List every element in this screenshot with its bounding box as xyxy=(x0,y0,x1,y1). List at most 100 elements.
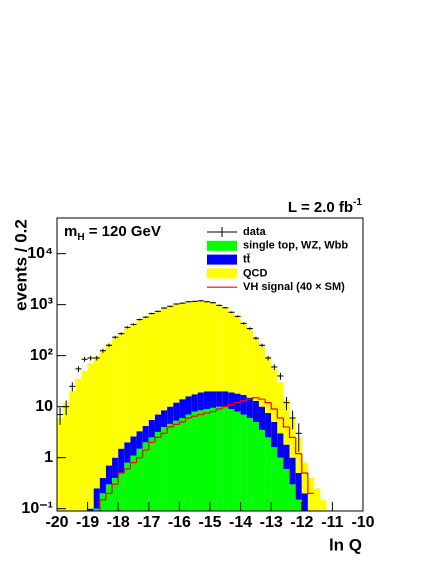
stack-bar xyxy=(252,337,259,401)
stack-bar xyxy=(191,301,198,395)
stack-bar xyxy=(167,406,174,424)
signal-step xyxy=(203,412,210,415)
stack-bar xyxy=(161,426,168,511)
stack-bar xyxy=(161,410,168,427)
stack-bar xyxy=(81,371,88,511)
stack-bar xyxy=(93,356,100,489)
legend-label: VH signal (40 × SM) xyxy=(243,281,345,293)
signal-step xyxy=(99,499,106,511)
x-tick-label: -18 xyxy=(107,514,130,531)
signal-step xyxy=(184,417,192,423)
signal-step xyxy=(209,411,217,414)
mass-rest: = 120 GeV xyxy=(85,223,161,240)
legend-label: data xyxy=(243,226,267,238)
x-tick-label: -15 xyxy=(198,514,221,531)
stack-bar xyxy=(216,391,223,407)
stack-bar xyxy=(136,319,143,432)
stack-bar xyxy=(112,477,119,511)
stack-bar xyxy=(222,391,229,408)
stack-bar xyxy=(173,402,180,421)
stack-bar xyxy=(75,378,82,511)
stack-bar xyxy=(105,484,113,511)
stack-bar xyxy=(222,307,229,392)
stack-bar xyxy=(283,444,290,469)
stack-bar xyxy=(246,329,253,398)
stack-bar xyxy=(252,400,259,423)
y-tick-label: 10³ xyxy=(30,296,53,313)
stack-bar xyxy=(191,411,198,511)
stack-bar xyxy=(265,413,272,438)
stack-bar xyxy=(301,462,308,494)
stack-bar xyxy=(154,431,162,511)
stack-bar xyxy=(167,306,174,407)
lumi-sup: -1 xyxy=(353,197,362,208)
plot-area xyxy=(57,300,327,511)
stack-bar xyxy=(216,305,223,392)
stack-bar xyxy=(314,488,321,511)
signal-step xyxy=(111,483,119,494)
stack-bar xyxy=(154,414,162,432)
y-tick-label: 10² xyxy=(30,347,53,364)
stack-bar xyxy=(203,391,210,409)
signal-step xyxy=(233,402,241,405)
stack-bar xyxy=(246,417,253,511)
stack-bar xyxy=(130,436,137,456)
stack-bar xyxy=(148,437,155,511)
stack-bar xyxy=(197,392,204,411)
stack-bar xyxy=(320,499,327,511)
stack-bar xyxy=(191,394,198,412)
stack-bar xyxy=(295,473,302,500)
x-tick-label: -13 xyxy=(260,514,283,531)
signal-step xyxy=(246,398,253,401)
signal-step xyxy=(142,449,149,458)
stack-bar xyxy=(258,406,266,430)
stack-bar xyxy=(228,311,235,393)
signal-step xyxy=(123,468,131,474)
stack-bar xyxy=(69,391,76,511)
stack-bar xyxy=(167,423,174,511)
stack-bar xyxy=(185,414,192,511)
stack-bar xyxy=(240,394,247,415)
stack-bar xyxy=(271,368,278,423)
stack-bar xyxy=(265,356,272,414)
x-tick-label: -11 xyxy=(321,514,343,531)
y-tick-label: 1 xyxy=(44,449,53,466)
stack-bar xyxy=(271,447,278,511)
stack-bar xyxy=(105,343,113,466)
stack-bar xyxy=(210,391,217,408)
stack-bar xyxy=(105,465,113,485)
legend-swatch xyxy=(207,268,237,279)
stack-bar xyxy=(258,429,266,511)
legend-swatch xyxy=(207,254,237,265)
stack-bar xyxy=(130,323,137,437)
x-tick-label: -19 xyxy=(76,514,99,531)
stack-bar xyxy=(112,457,119,478)
stack-bar xyxy=(228,392,235,409)
stack-bar xyxy=(136,431,143,449)
y-tick-label: 10⁻¹ xyxy=(21,500,53,517)
signal-step xyxy=(129,462,137,469)
stack-bar xyxy=(87,508,94,511)
stack-bar xyxy=(179,417,186,511)
stack-bar xyxy=(283,468,290,511)
y-axis-label: events / 0.2 xyxy=(11,219,30,311)
stack-bar xyxy=(124,442,131,463)
stack-bar xyxy=(210,302,217,392)
stack-bar xyxy=(57,417,64,511)
stack-bar xyxy=(118,332,125,449)
stack-bar xyxy=(179,399,186,418)
stack-bar xyxy=(99,493,106,511)
signal-step xyxy=(252,397,259,400)
stack-bar xyxy=(118,473,125,511)
stack-bar xyxy=(112,338,119,458)
stack-bar xyxy=(203,301,210,392)
stack-bar xyxy=(252,422,259,511)
signal-step xyxy=(264,399,272,404)
stack-bar xyxy=(197,300,204,393)
stack-bar xyxy=(240,322,247,395)
stack-bar xyxy=(289,457,296,485)
signal-step xyxy=(288,426,296,438)
x-tick-label: -17 xyxy=(137,514,160,531)
signal-step xyxy=(240,400,247,403)
stack-bar xyxy=(99,349,106,478)
